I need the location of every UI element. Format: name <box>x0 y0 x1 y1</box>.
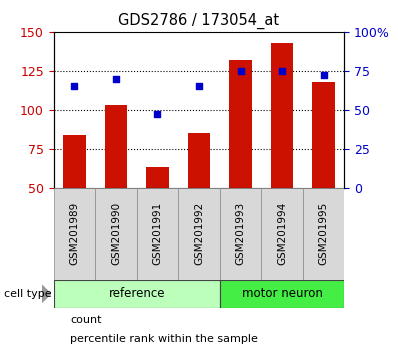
Bar <box>146 167 169 188</box>
Bar <box>54 280 220 308</box>
Text: cell type: cell type <box>4 289 52 299</box>
Bar <box>220 280 344 308</box>
Bar <box>187 133 211 188</box>
Text: count: count <box>70 315 102 325</box>
Point <box>237 68 244 74</box>
Text: GSM201989: GSM201989 <box>70 202 80 265</box>
Text: percentile rank within the sample: percentile rank within the sample <box>70 334 258 344</box>
Text: GSM201993: GSM201993 <box>236 202 246 265</box>
Text: GSM201991: GSM201991 <box>152 202 162 265</box>
Point <box>71 84 78 89</box>
Bar <box>54 188 95 280</box>
Point <box>279 68 285 74</box>
Text: motor neuron: motor neuron <box>242 287 322 300</box>
Text: GDS2786 / 173054_at: GDS2786 / 173054_at <box>119 12 279 29</box>
Bar <box>105 105 127 188</box>
Bar <box>63 135 86 188</box>
Point <box>320 73 327 78</box>
Bar <box>178 188 220 280</box>
Bar <box>95 188 137 280</box>
Bar <box>137 188 178 280</box>
Bar <box>261 188 303 280</box>
Point <box>113 76 119 81</box>
Text: GSM201994: GSM201994 <box>277 202 287 265</box>
Bar <box>229 60 252 188</box>
Polygon shape <box>42 285 51 302</box>
Point <box>196 84 202 89</box>
Bar <box>220 188 261 280</box>
Text: GSM201990: GSM201990 <box>111 202 121 265</box>
Bar <box>312 82 335 188</box>
Bar <box>303 188 344 280</box>
Text: reference: reference <box>109 287 165 300</box>
Text: GSM201995: GSM201995 <box>318 202 328 265</box>
Bar <box>271 43 293 188</box>
Text: GSM201992: GSM201992 <box>194 202 204 265</box>
Point <box>154 112 161 117</box>
